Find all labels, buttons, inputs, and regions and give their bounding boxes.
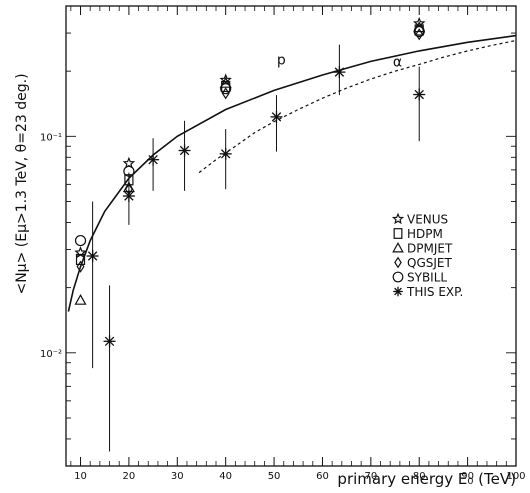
legend-triangle-icon	[392, 241, 404, 253]
alpha-curve	[198, 39, 517, 174]
asterisk-point	[86, 250, 99, 263]
square-point	[75, 253, 86, 266]
x-tick-label: 100	[506, 471, 525, 482]
x-tick-label: 60	[316, 471, 329, 482]
legend-label: HDPM	[407, 227, 443, 241]
legend-asterisk-icon	[393, 286, 403, 297]
asterisk-point	[413, 88, 426, 101]
asterisk-point	[103, 335, 116, 348]
curve-annotation: p	[277, 52, 286, 68]
x-tick-label: 10	[74, 471, 87, 482]
diamond-point	[221, 87, 230, 100]
x-tick-label: 70	[364, 471, 377, 482]
legend-star-icon	[391, 212, 405, 225]
star-point	[219, 73, 232, 86]
legend-label: QGSJET	[407, 256, 452, 270]
legend-label: THIS EXP.	[406, 285, 463, 299]
y-tick-label: 10⁻²	[40, 349, 62, 360]
legend-diamond-icon	[394, 256, 402, 269]
asterisk-stroke	[394, 287, 402, 296]
asterisk-stroke	[220, 149, 231, 159]
asterisk-point	[270, 110, 283, 123]
x-tick-label: 80	[413, 471, 426, 482]
legend-label: VENUS	[407, 213, 448, 227]
model-curves	[67, 34, 517, 312]
plot-border	[65, 5, 517, 467]
asterisk-stroke	[124, 191, 134, 201]
curve-annotation: α	[393, 55, 402, 71]
x-axis-ticks: 10 20 30 40 50 60 70 80 90 100	[70, 6, 526, 482]
asterisk-stroke	[87, 251, 98, 261]
plot-frame	[65, 5, 517, 467]
asterisk-stroke	[148, 154, 158, 165]
circle-point	[413, 25, 425, 38]
asterisk-point	[147, 153, 160, 166]
data-points	[74, 16, 426, 452]
legend-square-icon	[393, 228, 403, 239]
asterisk-stroke	[334, 67, 345, 77]
asterisk-point	[333, 66, 346, 79]
x-tick-label: 30	[171, 471, 184, 482]
x-tick-label: 20	[123, 471, 136, 482]
triangle-point	[74, 293, 87, 305]
circle-point	[123, 165, 135, 177]
x-axis-label: primary energy E₀ (TeV)	[337, 470, 516, 488]
asterisk-point	[178, 144, 191, 157]
y-axis-label: <Nμ> (Eμ>1.3 TeV, θ=23 deg.)	[14, 73, 30, 294]
diamond-point	[76, 260, 85, 273]
star-point	[122, 156, 136, 169]
diamond-point	[124, 183, 133, 196]
asterisk-stroke	[271, 112, 282, 122]
asterisk-stroke	[179, 145, 190, 156]
y-axis-ticks: 10⁻² 10⁻¹	[40, 5, 516, 467]
proton-curve	[67, 34, 517, 312]
circle-point	[220, 83, 232, 95]
asterisk-point	[219, 147, 232, 160]
star-point	[413, 16, 426, 29]
legend-circle-icon	[392, 271, 404, 283]
triangle-point	[219, 76, 232, 88]
legend-label: DPMJET	[407, 242, 453, 256]
asterisk-stroke	[414, 89, 424, 100]
x-tick-label: 50	[268, 471, 281, 482]
asterisk-stroke	[104, 336, 115, 347]
x-tick-label: 90	[461, 471, 474, 482]
circle-point	[74, 234, 87, 247]
diamond-point	[415, 28, 424, 41]
y-tick-label: 10⁻¹	[40, 132, 62, 143]
x-tick-label: 40	[219, 471, 232, 482]
legend-label: SYBILL	[407, 271, 447, 285]
